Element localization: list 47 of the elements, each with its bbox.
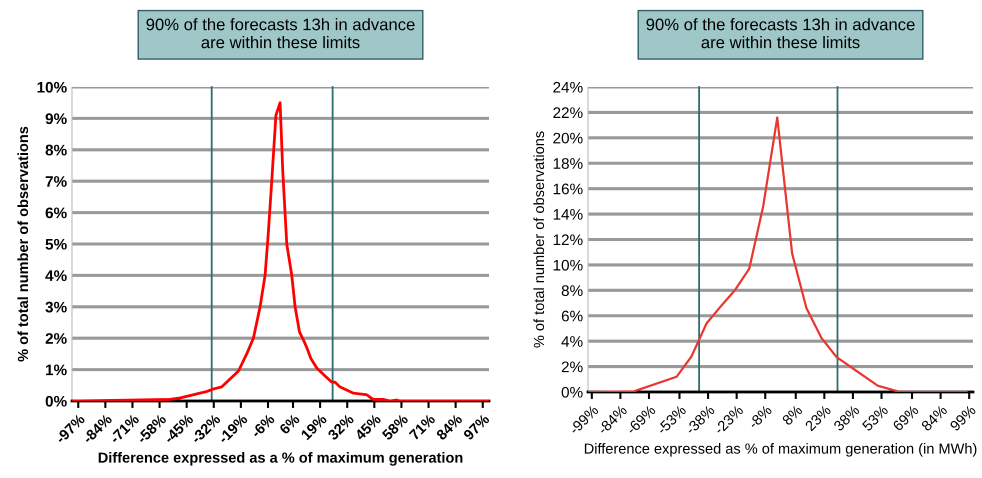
y-axis-title: % of total number of observations	[533, 131, 544, 348]
y-tick-label: 14%	[554, 209, 583, 220]
chart-title: 90% of the forecasts 13h in advance are within these limits	[146, 18, 415, 48]
y-tick-label: 9%	[46, 113, 67, 124]
y-tick-label: 10%	[554, 260, 583, 271]
y-tick-label: 24%	[553, 82, 583, 93]
line-series	[588, 116, 968, 392]
y-tick-label: 4%	[561, 336, 583, 347]
x-axis-title: Difference expressed as a % of maximum generation	[98, 452, 462, 466]
x-axis-title: Difference expressed as % of maximum generation (in MWh)	[584, 443, 976, 457]
y-axis-title: % of total number of observations	[17, 126, 28, 362]
line-series	[72, 101, 489, 401]
y-tick-label: 16%	[554, 184, 583, 194]
x-tick-label: 45%	[354, 413, 382, 441]
x-tick-label: 97%	[462, 413, 490, 441]
y-tick-label: 20%	[553, 132, 583, 144]
y-tick-label: 4%	[45, 270, 67, 282]
y-tick-label: 5%	[46, 238, 67, 250]
y-tick-label: 6%	[46, 207, 67, 218]
y-tick-label: 8%	[562, 285, 583, 296]
y-tick-label: 12%	[554, 234, 583, 246]
x-tick-label: 84%	[436, 413, 463, 441]
chart-title: 90% of the forecasts 13h in advance are within these limits	[646, 18, 915, 48]
x-tick-label: -6%	[250, 413, 276, 438]
y-tick-label: 0%	[562, 386, 583, 398]
x-tick-label: 32%	[327, 413, 355, 441]
x-tick-label: 99%	[949, 404, 976, 432]
x-tick-label: 84%	[920, 404, 948, 432]
x-tick-label: 58%	[381, 413, 409, 441]
x-tick-label: -8%	[748, 404, 772, 430]
x-tick-label: 6%	[278, 413, 300, 435]
y-tick-label: 18%	[554, 158, 583, 169]
x-tick-label: 8%	[782, 404, 803, 426]
x-tick-label: 53%	[862, 404, 889, 432]
y-tick-label: 7%	[46, 176, 67, 187]
x-tick-label: 69%	[892, 404, 920, 432]
x-tick-label: 71%	[408, 413, 436, 441]
y-tick-label: 6%	[562, 310, 583, 322]
y-tick-label: 10%	[38, 82, 67, 93]
y-tick-label: 1%	[46, 364, 67, 376]
y-tick-label: 0%	[46, 396, 67, 407]
y-tick-label: 8%	[46, 144, 67, 156]
y-tick-label: 2%	[46, 333, 67, 344]
y-tick-label: 22%	[553, 107, 583, 118]
y-tick-label: 3%	[45, 302, 67, 313]
x-tick-label: 38%	[832, 404, 860, 432]
y-tick-label: 2%	[562, 361, 583, 372]
